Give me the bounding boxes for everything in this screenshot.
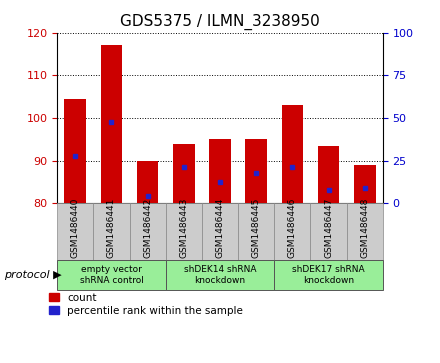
Bar [64, 99, 86, 203]
Text: GSM1486448: GSM1486448 [360, 197, 369, 258]
Legend: count, percentile rank within the sample: count, percentile rank within the sample [49, 293, 243, 316]
Text: shDEK14 shRNA
knockdown: shDEK14 shRNA knockdown [184, 265, 256, 285]
Text: shDEK17 shRNA
knockdown: shDEK17 shRNA knockdown [292, 265, 365, 285]
Text: GSM1486443: GSM1486443 [180, 197, 188, 258]
Bar [101, 45, 122, 203]
Bar [173, 143, 194, 203]
Text: GSM1486446: GSM1486446 [288, 197, 297, 258]
Text: GSM1486447: GSM1486447 [324, 197, 333, 258]
Bar [282, 105, 303, 203]
Text: GSM1486441: GSM1486441 [107, 197, 116, 258]
Text: empty vector
shRNA control: empty vector shRNA control [80, 265, 143, 285]
Title: GDS5375 / ILMN_3238950: GDS5375 / ILMN_3238950 [120, 14, 320, 30]
Text: GSM1486440: GSM1486440 [71, 197, 80, 258]
Text: GSM1486445: GSM1486445 [252, 197, 260, 258]
Text: protocol ▶: protocol ▶ [4, 270, 62, 280]
Bar [354, 165, 376, 203]
Bar [318, 146, 339, 203]
Text: GSM1486442: GSM1486442 [143, 197, 152, 258]
Text: GSM1486444: GSM1486444 [216, 197, 224, 258]
Bar [137, 160, 158, 203]
Bar [246, 139, 267, 203]
Bar [209, 139, 231, 203]
